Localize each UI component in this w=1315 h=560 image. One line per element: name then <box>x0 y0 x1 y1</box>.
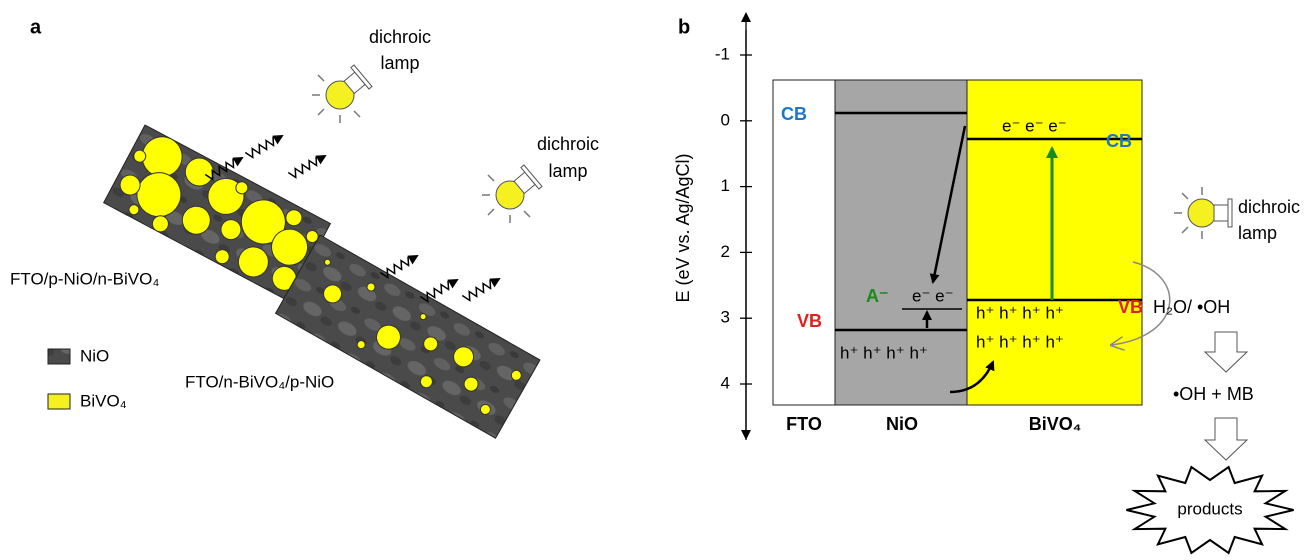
sample-label: FTO/n-BiVO₄/p-NiO <box>185 372 334 391</box>
tick-label: 2 <box>721 242 730 261</box>
reaction-label: •OH + MB <box>1173 384 1254 404</box>
legend-label: NiO <box>80 346 109 365</box>
reaction-label: H₂O/ •OH <box>1153 297 1230 317</box>
arrow-head <box>448 275 462 289</box>
page: NiO / BiVO4 heterojunction scheme { "pan… <box>0 0 1315 555</box>
wave <box>245 137 277 160</box>
tick-label: 3 <box>721 308 730 327</box>
arrow-head <box>273 131 287 145</box>
lamp-icon <box>312 65 372 123</box>
layer-label: NiO <box>886 414 918 434</box>
light-arrow <box>288 151 329 181</box>
legend-label: BiVO₄ <box>80 391 127 410</box>
light-arrow <box>420 275 461 305</box>
bulb <box>1188 199 1216 227</box>
socket <box>1214 205 1228 221</box>
body: a dichroiclamp dichroiclamp FTO/p-NiO/n-… <box>0 0 1315 555</box>
reflector <box>1228 199 1232 227</box>
band-label: CB <box>1106 131 1132 151</box>
arrow-head <box>233 153 247 167</box>
layer-label: FTO <box>786 414 822 434</box>
block-arrow <box>1205 418 1247 460</box>
tick-label: 4 <box>721 373 730 392</box>
band-label: CB <box>781 104 807 124</box>
wave <box>420 281 452 304</box>
block-arrow <box>1205 332 1247 372</box>
holes: h⁺ h⁺ h⁺ h⁺ <box>840 343 928 362</box>
lamp-icon <box>1174 187 1232 239</box>
arrow-head <box>316 151 330 165</box>
fto-layer <box>773 80 835 405</box>
tick-label: -1 <box>715 44 730 63</box>
panel-label: a <box>30 16 42 38</box>
lamp-icon <box>482 165 542 223</box>
light-arrow <box>462 274 503 304</box>
light-arrow <box>245 131 286 161</box>
electrons: e⁻ e⁻ <box>912 286 954 305</box>
y-axis-label: E (eV vs. Ag/AgCl) <box>673 153 693 302</box>
legend-swatch <box>48 349 70 364</box>
holes: h⁺ h⁺ h⁺ h⁺ <box>976 332 1064 351</box>
tick-label: 1 <box>721 176 730 195</box>
holes: h⁺ h⁺ h⁺ h⁺ <box>976 303 1064 322</box>
sample-label: FTO/p-NiO/n-BiVO₄ <box>10 269 159 288</box>
wave <box>462 280 494 303</box>
layer-label: BiVO₄ <box>1029 414 1082 434</box>
arrow-head <box>490 274 504 288</box>
acceptor-label: A⁻ <box>866 286 889 306</box>
panel-label: b <box>678 16 690 38</box>
light-arrow <box>380 251 421 281</box>
tick-label: 0 <box>721 110 730 129</box>
wave <box>380 257 412 280</box>
products-label: products <box>1177 499 1242 518</box>
electrons: e⁻ e⁻ e⁻ <box>1002 116 1067 135</box>
arrow-head <box>408 251 422 265</box>
band-label: VB <box>1118 297 1143 317</box>
legend-swatch <box>48 394 70 409</box>
wave <box>288 157 320 180</box>
figure: a dichroiclamp dichroiclamp FTO/p-NiO/n-… <box>0 0 1315 555</box>
band-label: VB <box>797 311 822 331</box>
